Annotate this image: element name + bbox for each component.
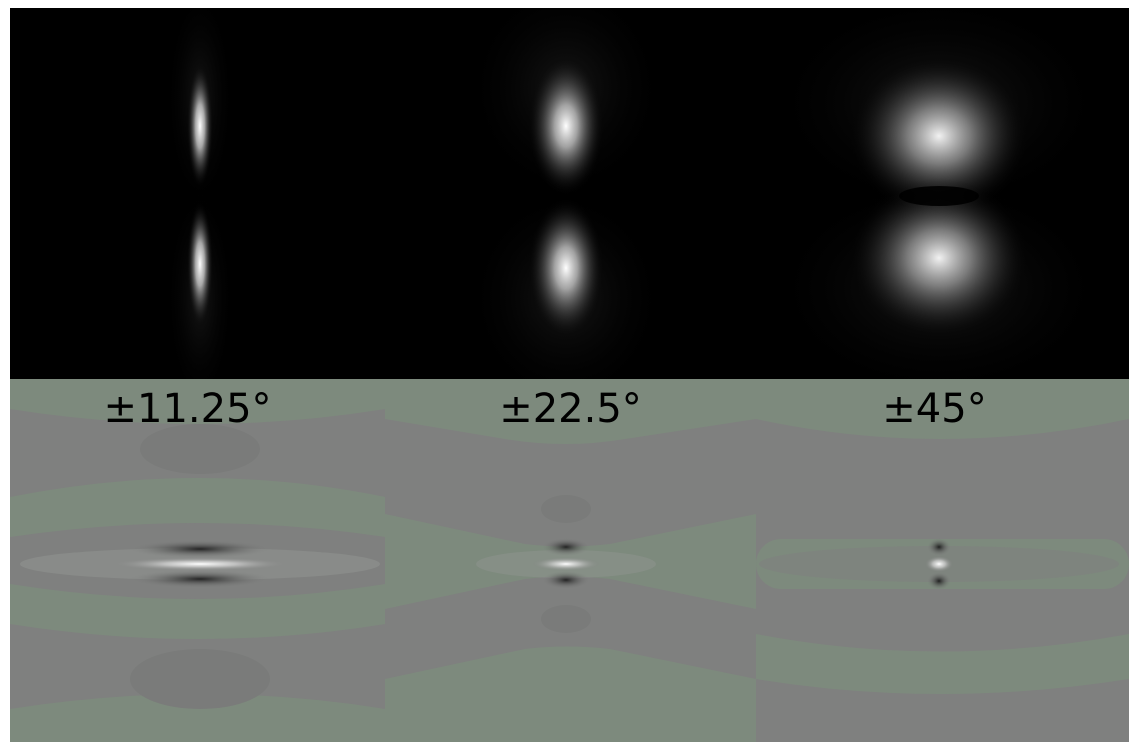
panel-label-22-5: ±22.5°: [499, 386, 642, 432]
phase-panel-22-5: [385, 379, 756, 742]
intensity-panel-22-5: [385, 8, 756, 379]
lower-dark-fringe: [927, 572, 951, 590]
phase-panel-45: [756, 379, 1129, 742]
lower-dark-fringe: [542, 571, 590, 589]
upper-lobe: [528, 56, 604, 196]
lower-lobe: [528, 198, 604, 338]
lower-lobe: [849, 178, 1029, 338]
central-bright-fringe: [532, 557, 600, 571]
upper-dark-fringe: [542, 538, 590, 556]
intensity-panel-11-25: [10, 8, 385, 379]
lower-dark-fringe: [130, 570, 270, 588]
upper-dark-fringe: [927, 538, 951, 556]
panel-label-11-25: ±11.25°: [103, 386, 272, 432]
central-bright-fringe: [110, 557, 290, 571]
upper-dark-fringe: [130, 540, 270, 558]
center-dark-spot: [899, 186, 979, 206]
phase-panel-11-25: [10, 379, 385, 742]
panel-label-45: ±45°: [882, 386, 987, 432]
central-bright-fringe: [925, 556, 953, 572]
lower-lobe: [187, 202, 213, 326]
upper-lobe: [187, 64, 213, 188]
intensity-panel-45: [756, 8, 1129, 379]
upper-lobe: [849, 56, 1029, 216]
